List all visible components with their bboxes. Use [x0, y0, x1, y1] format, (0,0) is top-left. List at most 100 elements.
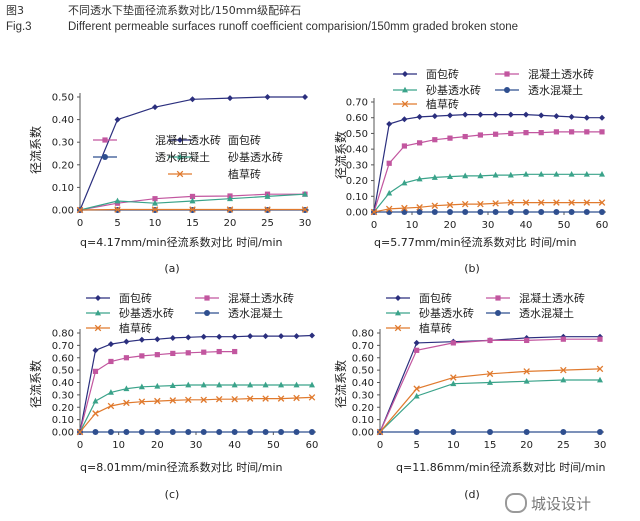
x-marker-stroke [446, 201, 454, 209]
data-point [293, 381, 300, 388]
data-point [262, 429, 269, 435]
data-point [114, 116, 121, 123]
wechat-icon [505, 493, 527, 513]
y-tick-label: 0.10 [52, 415, 74, 426]
watermark: 城设设计 [505, 493, 635, 517]
x-marker-stroke [308, 394, 316, 401]
data-point [169, 382, 176, 388]
legend-swatch-marker [395, 295, 401, 301]
x-marker-stroke [277, 395, 285, 402]
data-point [492, 171, 499, 178]
y-tick-label: 0.70 [346, 98, 368, 109]
chart-panel-4: 0.00 0.100.20 0.300.400.50 0.600.700.80 0 5 10… [333, 291, 606, 501]
x-marker-stroke [394, 324, 402, 332]
x-marker-stroke [450, 374, 457, 381]
data-point [151, 206, 159, 213]
data-point [169, 429, 176, 435]
data-point [247, 429, 254, 435]
x-marker-stroke [431, 202, 439, 209]
legend-entry-3: 砂基透水砖 [386, 306, 474, 320]
legend-entry-5: 植草砖 [393, 97, 459, 111]
data-point [583, 209, 590, 215]
x-marker-stroke [553, 199, 560, 206]
data-point [507, 209, 514, 215]
x-marker-stroke [492, 200, 499, 207]
y-tick-label: 0.30 [52, 138, 74, 149]
data-point [385, 205, 393, 213]
data-point [200, 429, 207, 435]
data-point [92, 397, 99, 404]
data-point [487, 379, 493, 385]
x-marker-stroke [416, 204, 423, 211]
data-point [524, 337, 530, 344]
legend-swatch-marker [402, 86, 408, 93]
data-point [597, 336, 603, 342]
legend-entry-5: 植草砖 [86, 321, 152, 335]
data-point [231, 429, 238, 435]
data-point [450, 340, 456, 346]
data-point [309, 429, 315, 435]
x-marker-stroke [94, 324, 102, 332]
data-point [216, 348, 222, 355]
data-point [107, 341, 114, 348]
y-tick-label: 0.10 [346, 192, 368, 203]
data-point [386, 189, 393, 196]
data-point [386, 160, 392, 166]
data-point [487, 337, 493, 344]
legend-label: 面包砖 [119, 291, 152, 305]
data-point [462, 133, 468, 140]
data-point [123, 429, 130, 435]
data-point [170, 350, 176, 357]
data-point [123, 355, 129, 361]
data-point [507, 111, 514, 118]
data-point [413, 392, 420, 399]
x-marker-stroke [151, 206, 159, 213]
watermark-text: 城设设计 [531, 495, 592, 513]
data-point [568, 209, 575, 215]
data-point [598, 199, 606, 206]
data-point [413, 385, 420, 392]
data-point [597, 429, 603, 435]
legend-swatch-marker [176, 170, 184, 178]
legend-label: 透水混凝土 [228, 306, 283, 320]
x-marker-stroke [522, 199, 530, 206]
x-tick-label: 25 [261, 218, 274, 229]
y-tick-label: 0.50 [52, 366, 74, 377]
data-point [431, 202, 439, 209]
data-point [92, 429, 99, 435]
data-point [227, 95, 233, 102]
data-point [447, 135, 453, 141]
x-marker-stroke [138, 398, 146, 405]
data-point [154, 382, 161, 389]
legend-entry-1: 面包砖 [168, 133, 261, 147]
x-marker-stroke [461, 200, 469, 208]
data-point [302, 94, 308, 100]
x-marker-stroke [264, 206, 271, 213]
data-point [523, 368, 530, 375]
y-tick-label: 0.00 [346, 208, 368, 219]
legend-label: 混凝土透水砖 [519, 291, 585, 305]
x-tick-label: 10 [112, 440, 125, 451]
legend-label: 植草砖 [419, 321, 452, 335]
x-marker-stroke [231, 395, 238, 403]
data-point [462, 111, 469, 118]
data-point [92, 347, 99, 354]
data-point [553, 129, 559, 135]
legend-swatch-marker [495, 310, 501, 316]
panel-label: (d) [464, 488, 480, 501]
legend-label: 混凝土透水砖 [528, 67, 594, 81]
data-point [538, 130, 544, 136]
data-point [492, 209, 499, 215]
data-point [477, 209, 484, 215]
legend-swatch-marker [495, 295, 501, 301]
series-2 [377, 336, 603, 435]
legend-label: 面包砖 [419, 291, 452, 305]
y-tick-label: 0.70 [52, 341, 74, 352]
data-point [264, 206, 271, 213]
data-point [461, 200, 469, 208]
data-point [108, 358, 114, 365]
data-point [246, 395, 254, 402]
x-axis-label: q=5.77mm/min径流系数对比 时间/min [374, 235, 577, 249]
data-point [386, 121, 393, 127]
